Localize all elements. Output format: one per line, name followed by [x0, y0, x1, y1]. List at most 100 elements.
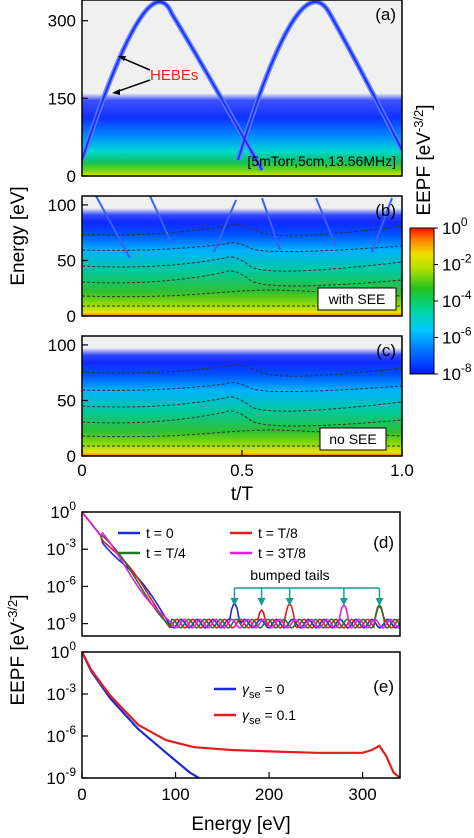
y-tick-label: 0	[67, 447, 76, 466]
contour-b-2	[82, 289, 402, 298]
hebe-arc-1-core	[82, 1, 263, 171]
y-tick-label: 150	[48, 89, 76, 108]
hebe-arrowhead-2	[112, 89, 120, 95]
colorbar-tick-label: 100	[442, 215, 468, 238]
y-tick-label: 50	[57, 391, 76, 410]
panel-c-label: no SEE	[329, 431, 376, 447]
panel-d-tag: (d)	[373, 533, 394, 552]
contour-c-3	[82, 410, 402, 427]
y-tick-label: 0	[67, 307, 76, 326]
legend-label-e-1: γse = 0.1	[242, 707, 296, 727]
panel-c: (c) no SEE 0 50 100 0 0.5 1.0	[48, 335, 414, 480]
legend-label-d-0: t = 0	[146, 525, 174, 541]
panel-d: (d) t = 0 t = T/8 t = T/4 t = 3T/8 bumped t…	[46, 499, 401, 637]
x-tick-label: 300	[348, 785, 376, 804]
y-tick-label: 10-9	[46, 765, 76, 788]
legend-label-d-1: t = T/8	[258, 525, 298, 541]
y-tick-label: 100	[50, 499, 76, 522]
colorbar-gradient	[409, 227, 435, 375]
eepf-curve-d-2	[82, 512, 400, 629]
eepf-axis-label-bottom: EEPF [eV-3/2]	[5, 594, 29, 705]
streak-b-5	[315, 197, 337, 247]
x-tick-label: 0.5	[230, 461, 254, 480]
eepf-curve-e-1	[82, 652, 400, 778]
contour-b-4	[82, 256, 402, 272]
panel-d-frame	[81, 511, 401, 637]
contour-c-5	[82, 382, 402, 393]
colorbar-title: EEPF [eV-3/2]	[411, 104, 435, 215]
panel-e-tag: (e)	[373, 677, 394, 696]
panel-e-legend: γse = 0 γse = 0.1	[214, 681, 296, 727]
bumped-tail-arrowhead-4	[375, 598, 384, 606]
x-tick-label: 100	[161, 785, 189, 804]
bumped-tail-arrowhead-1	[257, 598, 266, 606]
streak-b-4	[261, 197, 281, 251]
panel-e-x-ticks: 0 100 200 300	[77, 772, 377, 804]
y-tick-label: 10-3	[46, 536, 76, 559]
hebe-arrowhead-1	[118, 56, 126, 61]
panel-b-label-box	[317, 287, 397, 311]
energy-axis-label-bottom: Energy [eV]	[191, 814, 290, 835]
panel-b-tag: (b)	[375, 201, 396, 220]
bumped-tail-arrowhead-0	[230, 598, 239, 606]
eepf-curve-d-1	[82, 512, 400, 630]
panel-b-y-ticks: 0 50 100	[48, 196, 88, 326]
y-tick-label: 300	[48, 12, 76, 31]
energy-axis-label-top: Energy [eV]	[8, 186, 29, 285]
y-tick-label: 50	[57, 251, 76, 270]
panel-c-tag: (c)	[376, 341, 396, 360]
y-tick-label: 10-6	[46, 723, 76, 746]
legend-label-d-3: t = 3T/8	[258, 545, 306, 561]
colorbar-tick-label: 10-2	[442, 252, 472, 275]
x-tick-label: 0	[77, 785, 86, 804]
y-tick-label: 100	[48, 196, 76, 215]
contour-b-6	[82, 224, 402, 237]
contour-c-6	[82, 364, 402, 377]
hebe-arrow-1	[121, 57, 151, 71]
panel-e-frame	[81, 651, 401, 779]
panel-c-y-ticks: 0 50 100	[48, 336, 88, 466]
y-tick-label: 100	[48, 336, 76, 355]
legend-label-d-2: t = T/4	[146, 545, 186, 561]
legend-label-e-0: γse = 0	[242, 681, 285, 701]
panel-a-frame	[81, 0, 403, 177]
streak-b-1	[95, 196, 131, 259]
bumped-tail-arrowhead-2	[285, 598, 294, 606]
colorbar-tick-label: 10-8	[442, 361, 472, 384]
panel-b-label: with SEE	[328, 291, 386, 307]
hebe-label: HEBEs	[150, 67, 198, 84]
bumped-tails-label: bumped tails	[250, 567, 329, 583]
contour-b-3	[82, 270, 402, 287]
panel-a: (a) HEBEs [5mTorr,5cm,13.56MHz] 0 150 300	[48, 0, 403, 186]
t-axis-label: t/T	[231, 484, 254, 505]
colorbar: 100 10-2 10-4 10-6 10-8 EEPF [eV-3/2]	[409, 104, 472, 384]
panel-a-tag: (a)	[375, 5, 396, 24]
eepf-curve-e-0	[82, 652, 200, 778]
bumped-tail-arrowhead-3	[339, 598, 348, 606]
y-tick-label: 100	[50, 639, 76, 662]
panel-a-y-ticks: 0 150 300	[48, 12, 88, 186]
panel-e-curves	[82, 652, 400, 778]
eepf-curve-d-3	[82, 512, 400, 629]
panel-b: (b) with SEE 0 50 100	[48, 195, 403, 326]
streak-b-6	[371, 197, 393, 253]
contour-c-4	[82, 396, 402, 412]
hebe-arc-2-core	[237, 1, 402, 161]
panel-d-curves	[82, 512, 400, 630]
panel-a-hebe-arcs	[82, 0, 402, 172]
x-tick-label: 1.0	[390, 461, 414, 480]
contour-b-5	[82, 242, 402, 253]
hebe-arrow-2	[115, 79, 151, 93]
colorbar-tick-label: 10-4	[442, 288, 472, 311]
panel-c-label-box	[319, 427, 387, 451]
y-tick-label: 10-6	[46, 573, 76, 596]
panel-d-legend: t = 0 t = T/8 t = T/4 t = 3T/8	[118, 525, 306, 561]
x-tick-label: 0	[77, 461, 86, 480]
panel-d-y-ticks: 100 10-3 10-6 10-9	[46, 499, 88, 634]
x-tick-label: 200	[255, 785, 283, 804]
y-tick-label: 0	[67, 167, 76, 186]
streak-b-2	[149, 196, 173, 245]
streak-b-3	[213, 199, 237, 253]
